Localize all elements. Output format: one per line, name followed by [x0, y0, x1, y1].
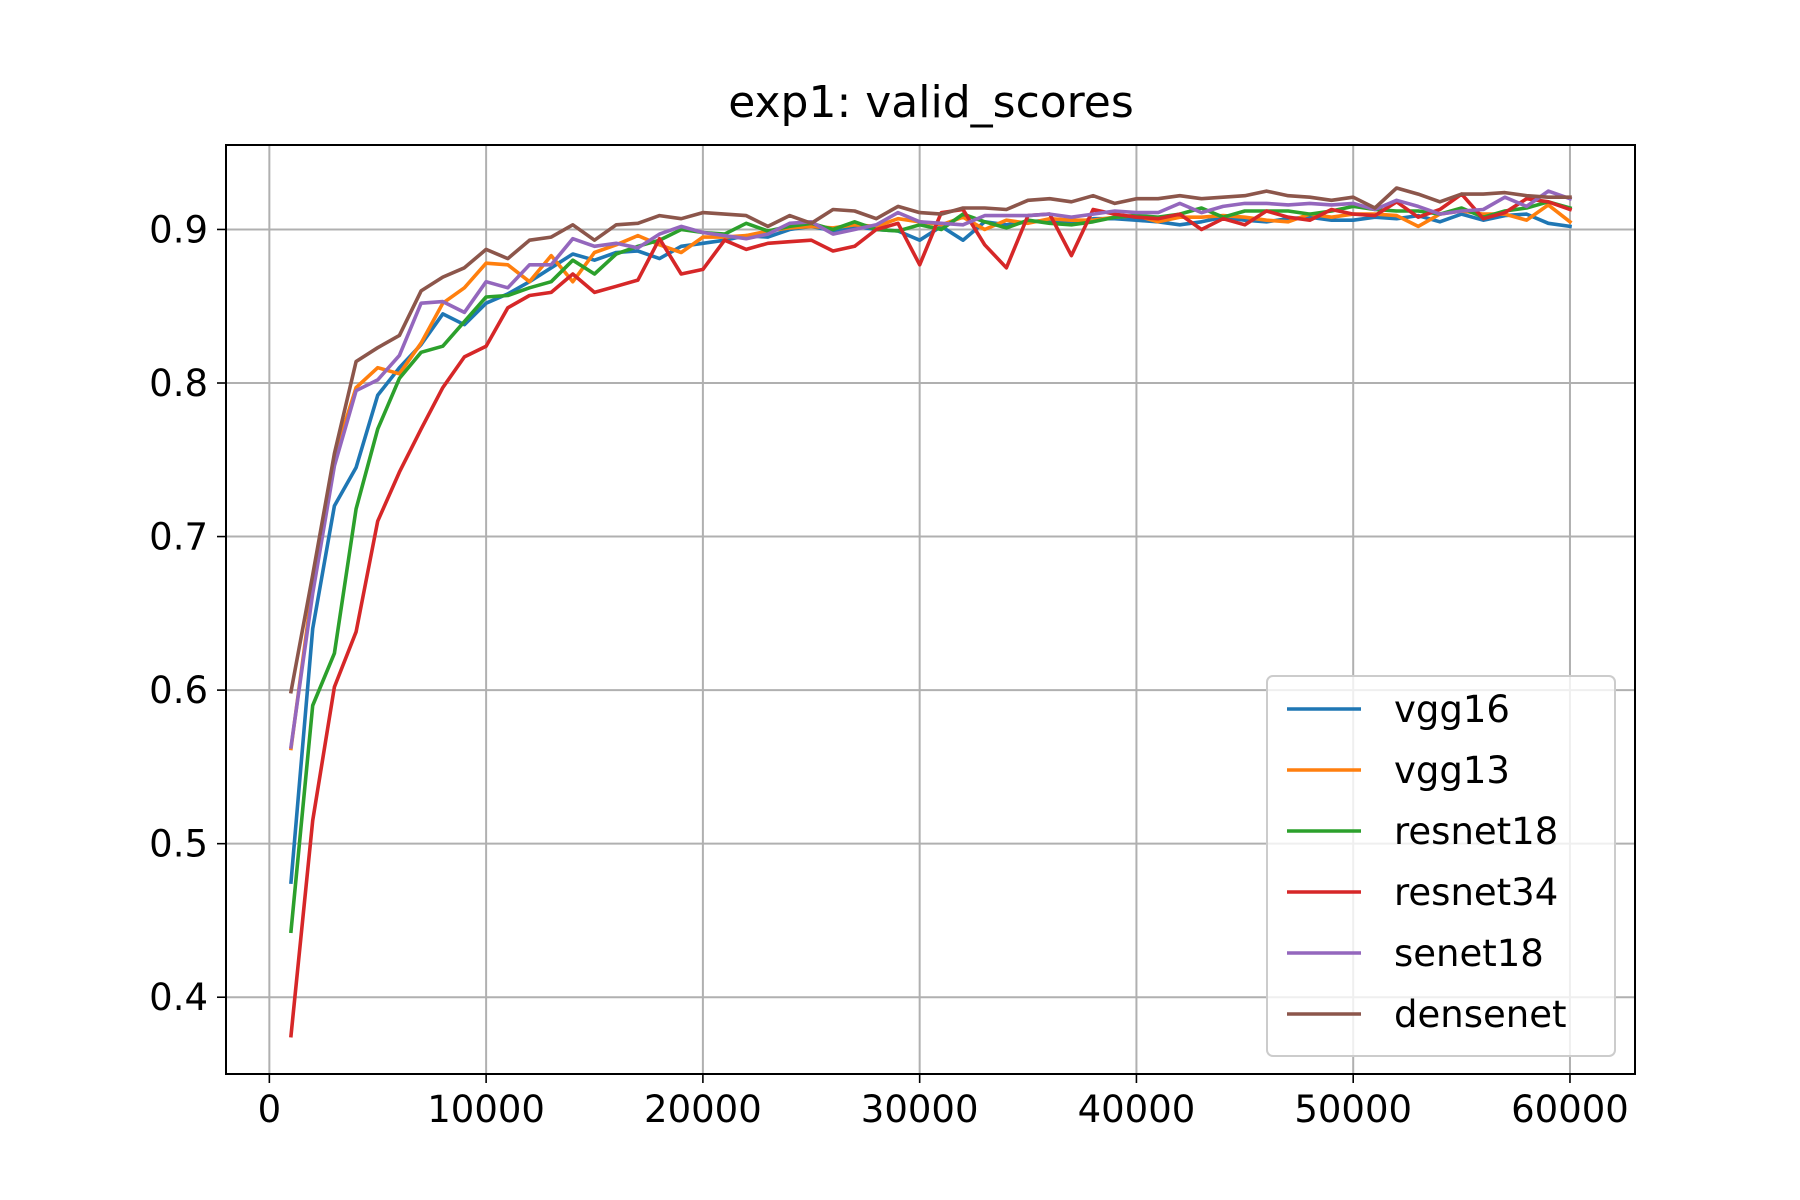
y-tick-label: 0.9 [149, 208, 208, 251]
x-tick-label: 10000 [427, 1088, 545, 1131]
x-tick-label: 50000 [1294, 1088, 1412, 1131]
axes-ticks: 0 10000 20000 30000 40000 50000 60000 0.4 0.5 0.6… [149, 208, 1629, 1131]
y-tick-label: 0.4 [149, 976, 208, 1019]
legend: vgg16 vgg13 resnet18 resnet34 senet18 densene… [1266, 675, 1616, 1057]
series-line-resnet18 [289, 200, 1573, 934]
y-tick-label: 0.7 [149, 516, 208, 559]
x-tick-label: 60000 [1511, 1088, 1629, 1131]
series-line-resnet34 [289, 192, 1573, 1038]
y-tick-label: 0.5 [149, 823, 208, 866]
series-line-senet18 [288, 189, 1573, 749]
legend-label-densenet: densenet [1394, 993, 1566, 1036]
legend-label-vgg13: vgg13 [1394, 749, 1510, 792]
y-tick-label: 0.8 [149, 362, 208, 405]
series-line-densenet [288, 186, 1572, 694]
series-lines [288, 186, 1573, 1038]
x-tick-label: 20000 [644, 1088, 762, 1131]
x-tick-label: 0 [258, 1088, 282, 1131]
legend-label-resnet18: resnet18 [1394, 810, 1558, 853]
plot-frame [225, 144, 1636, 1075]
legend-label-vgg16: vgg16 [1394, 688, 1510, 731]
y-tick-label: 0.6 [149, 669, 208, 712]
legend-label-senet18: senet18 [1394, 932, 1544, 975]
x-tick-label: 30000 [861, 1088, 979, 1131]
x-tick-label: 40000 [1078, 1088, 1196, 1131]
legend-label-resnet34: resnet34 [1394, 871, 1558, 914]
chart-title: exp1: valid_scores [728, 77, 1134, 128]
